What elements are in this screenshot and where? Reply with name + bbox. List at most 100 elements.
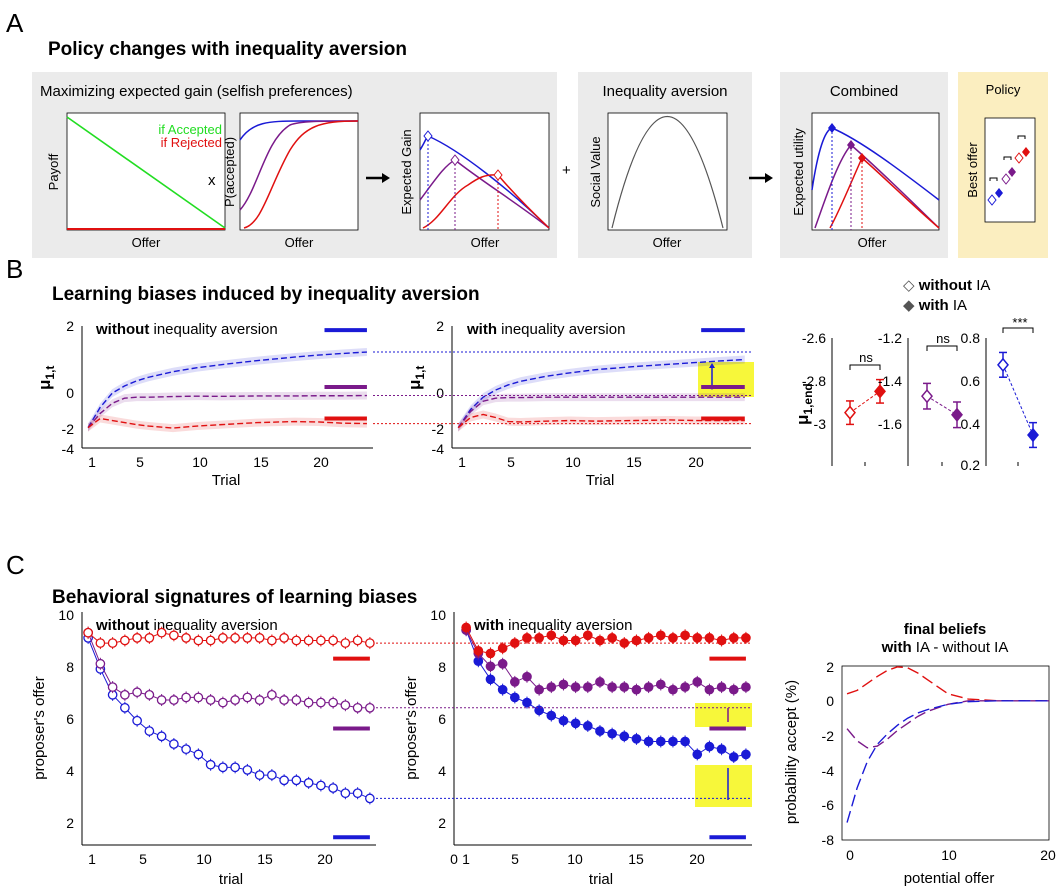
b-mid-xtick: 15 <box>626 454 642 470</box>
selfish-box-title: Maximizing expected gain (selfish prefer… <box>40 83 353 100</box>
payoff-legend-accepted: if Accepted <box>158 122 222 137</box>
point-purple <box>741 682 751 692</box>
b-left-ytick: -2 <box>62 421 75 437</box>
point-blue <box>728 752 739 762</box>
b-left-ylabel: μ1,t <box>35 366 57 390</box>
b-mid-xlabel: Trial <box>586 472 615 489</box>
c-mid-xtick: 1 <box>462 851 470 867</box>
c-right-title: final beliefs <box>904 621 987 638</box>
point-purple <box>534 684 544 695</box>
point-blue <box>485 674 496 685</box>
c-connector-lines <box>376 642 752 799</box>
point-purple <box>668 684 678 695</box>
b-red-ytick: -3 <box>814 416 827 432</box>
summary-connector <box>926 395 958 416</box>
point-red <box>643 633 654 643</box>
point-purple <box>643 682 654 692</box>
point-blue <box>132 715 142 726</box>
point-purple <box>279 695 289 705</box>
point-red <box>328 635 338 646</box>
series-red-line <box>87 632 370 644</box>
eutil-axes <box>811 112 940 231</box>
c-left-xtick: 5 <box>139 851 147 867</box>
policy-bracket-blue <box>989 177 998 181</box>
c-right-subtitle: with IA - without IA <box>881 639 1009 656</box>
b-mid-ytick: -2 <box>432 421 445 437</box>
policy-purple-open <box>1001 173 1011 185</box>
policy-red-open <box>1014 152 1024 164</box>
b-legend-with: ◆ with IA <box>903 297 967 314</box>
summary-connector <box>1002 364 1034 436</box>
panel-label-c: C <box>6 550 25 580</box>
point-red <box>704 633 715 643</box>
point-blue <box>218 762 228 773</box>
point-red <box>193 635 204 646</box>
b-left-xtick: 1 <box>88 454 96 470</box>
point-red <box>509 638 520 648</box>
social-xlabel: Offer <box>653 235 682 250</box>
paccept-blue-curve <box>239 120 358 141</box>
panel-b-title: Learning biases induced by inequality av… <box>52 284 480 305</box>
point-purple <box>205 695 216 705</box>
c-right-xtick: 0 <box>846 847 854 863</box>
payoff-axes <box>66 112 226 231</box>
b-purple-points <box>921 382 963 466</box>
point-purple <box>144 689 155 700</box>
point-blue <box>509 692 520 703</box>
b-left-axes <box>81 326 373 449</box>
policy-red-filled <box>1022 147 1030 157</box>
b-mid-ytick: 2 <box>436 318 444 334</box>
series-blue-line <box>87 351 367 429</box>
b-left-ytick: 2 <box>66 318 74 334</box>
paccept-purple-curve <box>239 120 359 211</box>
c-left-ytick: 10 <box>58 607 74 623</box>
point-red <box>352 635 363 646</box>
point-red <box>316 635 326 646</box>
b-left-xtick: 10 <box>192 454 208 470</box>
point-blue <box>156 731 167 742</box>
point-red <box>522 633 532 643</box>
summary-marker-with <box>951 407 963 422</box>
point-blue <box>643 736 654 747</box>
point-red <box>728 633 739 643</box>
point-purple <box>570 682 581 692</box>
belief-purple-line <box>846 700 1049 749</box>
belief-blue-line <box>846 700 1049 823</box>
c-right-ytick: -8 <box>822 832 835 848</box>
series-blue-line <box>465 629 747 758</box>
c-right-xticks: 0 10 20 <box>846 847 1056 863</box>
c-mid-ylabel: proposer's offer <box>403 676 420 779</box>
b-purple-sig: ns <box>936 331 950 346</box>
panel-label-a: A <box>6 8 24 38</box>
b-red-bracket <box>849 364 881 370</box>
point-red <box>546 630 557 641</box>
policy-blue-filled <box>995 188 1003 198</box>
series-red-line <box>87 417 367 429</box>
point-purple <box>156 695 167 705</box>
point-purple <box>631 684 642 695</box>
point-red <box>461 622 472 633</box>
c-left-ytick: 2 <box>66 815 74 831</box>
point-purple <box>595 677 605 687</box>
point-purple <box>485 661 496 672</box>
policy-purple-filled <box>1008 167 1016 177</box>
point-red <box>365 638 375 648</box>
point-purple <box>582 682 593 692</box>
point-blue <box>570 718 581 729</box>
point-red <box>144 633 155 643</box>
policy-blue-open <box>987 194 997 206</box>
belief-red-line <box>846 666 1049 702</box>
point-purple <box>107 682 118 692</box>
times-sign: x <box>208 172 216 189</box>
c-mid-ytick: 10 <box>430 607 446 623</box>
point-blue <box>692 749 703 760</box>
point-blue <box>352 788 363 799</box>
point-purple <box>132 687 142 698</box>
point-purple <box>340 700 351 711</box>
c-mid-xtick: 15 <box>628 851 644 867</box>
point-blue <box>205 759 216 770</box>
eutil-red-marker <box>858 153 866 163</box>
point-purple <box>328 697 338 708</box>
point-red <box>205 635 216 646</box>
point-blue <box>607 728 617 739</box>
